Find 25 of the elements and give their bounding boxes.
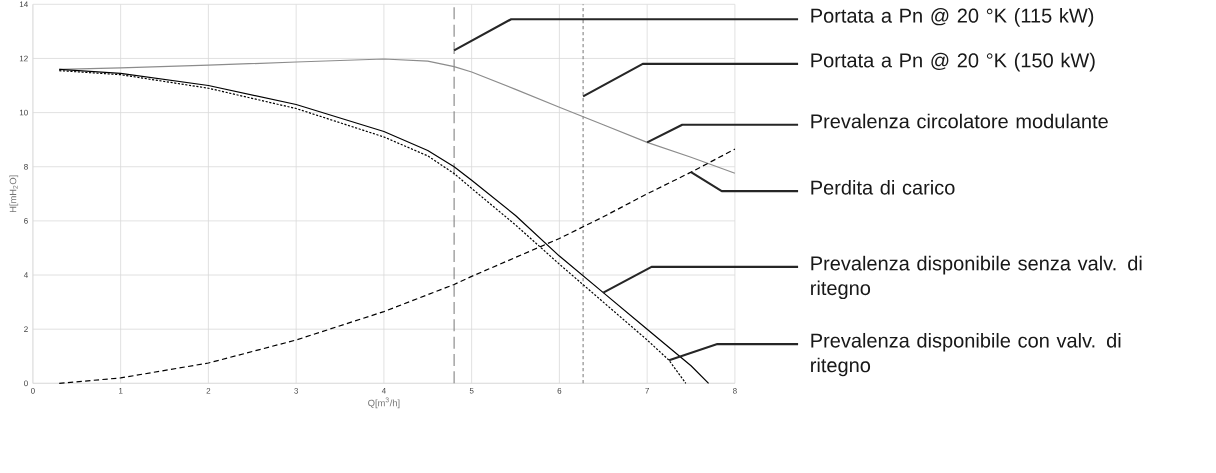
x-axis-title: Q[m$^{3}$/h]: [368, 397, 400, 408]
x-tick-label: 0: [31, 387, 35, 394]
ref-line-label: Portata a Pn @ 20 °K (115 kW): [811, 7, 1094, 27]
y-tick-label: 10: [19, 109, 28, 116]
x-tick-label: 7: [645, 387, 649, 394]
y-tick-label: 12: [19, 55, 28, 62]
x-tick-label: 5: [469, 387, 474, 394]
x-tick-label: 2: [206, 387, 211, 394]
y-tick-label: 6: [24, 217, 28, 224]
x-tick-label: 6: [557, 387, 562, 394]
y-axis-title: H[mH$_{2}$O]: [9, 175, 19, 212]
y-tick-label: 4: [23, 272, 28, 278]
text: Prevalenza disponibile senza valv. di ritegno: [811, 255, 1142, 299]
x-tick-label: 8: [733, 387, 737, 394]
text: Perdita di carico: [811, 179, 955, 195]
y-tick-label: 8: [24, 163, 28, 170]
y-tick-label: 14: [19, 1, 28, 7]
x-tick-label: 3: [294, 387, 299, 394]
x-tick-label: 1: [119, 387, 123, 394]
text: Prevalenza circolatore modulante: [811, 113, 1108, 129]
y-tick-label: 2: [24, 326, 28, 332]
x-tick-label: 4: [381, 387, 386, 394]
text: Prevalenza disponibile con valv. di ritegno: [811, 332, 1121, 377]
ref-line-label: Portata a Pn @ 20 °K (150 kW): [811, 52, 1095, 72]
y-tick-label: 0: [24, 380, 28, 386]
